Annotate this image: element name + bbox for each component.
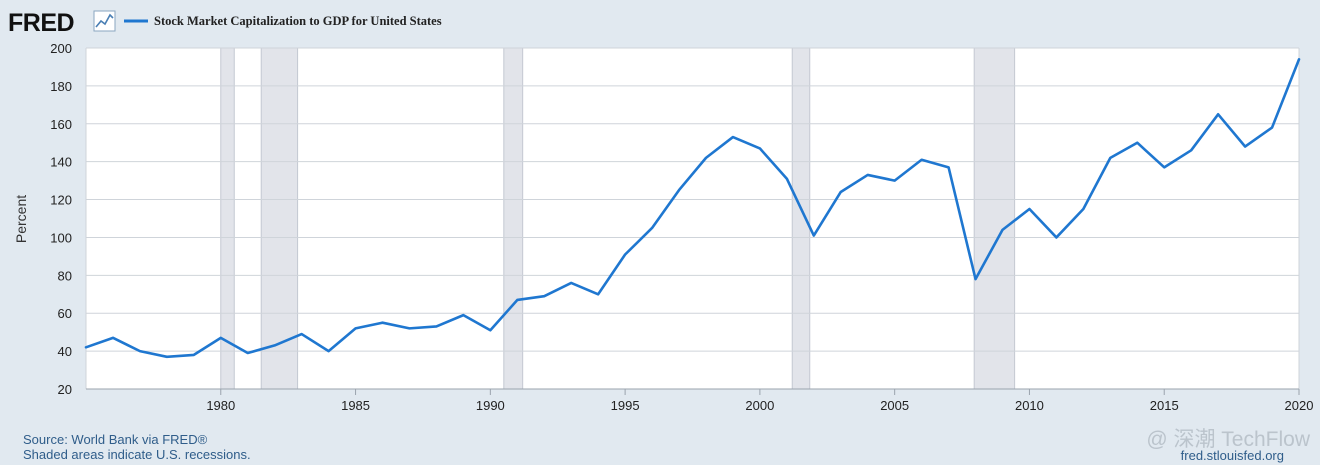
x-tick-label: 1985 bbox=[341, 398, 370, 413]
x-tick-label: 2015 bbox=[1150, 398, 1179, 413]
x-tick-label: 1980 bbox=[206, 398, 235, 413]
recession-note: Shaded areas indicate U.S. recessions. bbox=[23, 447, 251, 462]
recession-band bbox=[503, 47, 524, 390]
y-tick-label: 60 bbox=[58, 306, 72, 321]
site-link[interactable]: fred.stlouisfed.org bbox=[1181, 448, 1284, 463]
chart-line-icon bbox=[93, 10, 116, 32]
series-line bbox=[84, 58, 1301, 359]
x-tick-label: 2005 bbox=[880, 398, 909, 413]
x-tick-label: 1995 bbox=[611, 398, 640, 413]
source-text: Source: World Bank via FRED® bbox=[23, 432, 208, 447]
y-axis-label: Percent bbox=[13, 195, 29, 243]
y-tick-label: 40 bbox=[58, 344, 72, 359]
x-tick-labels: 1980 1985 1990 1995 2000 2005 2010 2015 2020 bbox=[86, 388, 1314, 413]
x-tick-label: 2000 bbox=[745, 398, 774, 413]
x-tick-label: 1990 bbox=[476, 398, 505, 413]
y-tick-labels: 20 40 60 80 100 120 140 160 180 200 bbox=[50, 41, 72, 397]
x-tick-label: 2010 bbox=[1015, 398, 1044, 413]
x-tick-label: 2020 bbox=[1285, 398, 1314, 413]
recession-band bbox=[973, 47, 1016, 390]
y-tick-label: 120 bbox=[50, 193, 72, 208]
y-tick-label: 80 bbox=[58, 268, 72, 283]
y-tick-label: 200 bbox=[50, 41, 72, 56]
fred-logo[interactable]: FRED bbox=[8, 9, 75, 37]
series-layer bbox=[84, 58, 1301, 359]
y-tick-label: 160 bbox=[50, 117, 72, 132]
y-tick-label: 20 bbox=[58, 382, 72, 397]
chart-title: Stock Market Capitalization to GDP for U… bbox=[154, 14, 442, 28]
y-tick-label: 140 bbox=[50, 155, 72, 170]
y-tick-label: 100 bbox=[50, 230, 72, 245]
y-tick-label: 180 bbox=[50, 79, 72, 94]
watermark: @ 深潮 TechFlow bbox=[1146, 428, 1311, 451]
